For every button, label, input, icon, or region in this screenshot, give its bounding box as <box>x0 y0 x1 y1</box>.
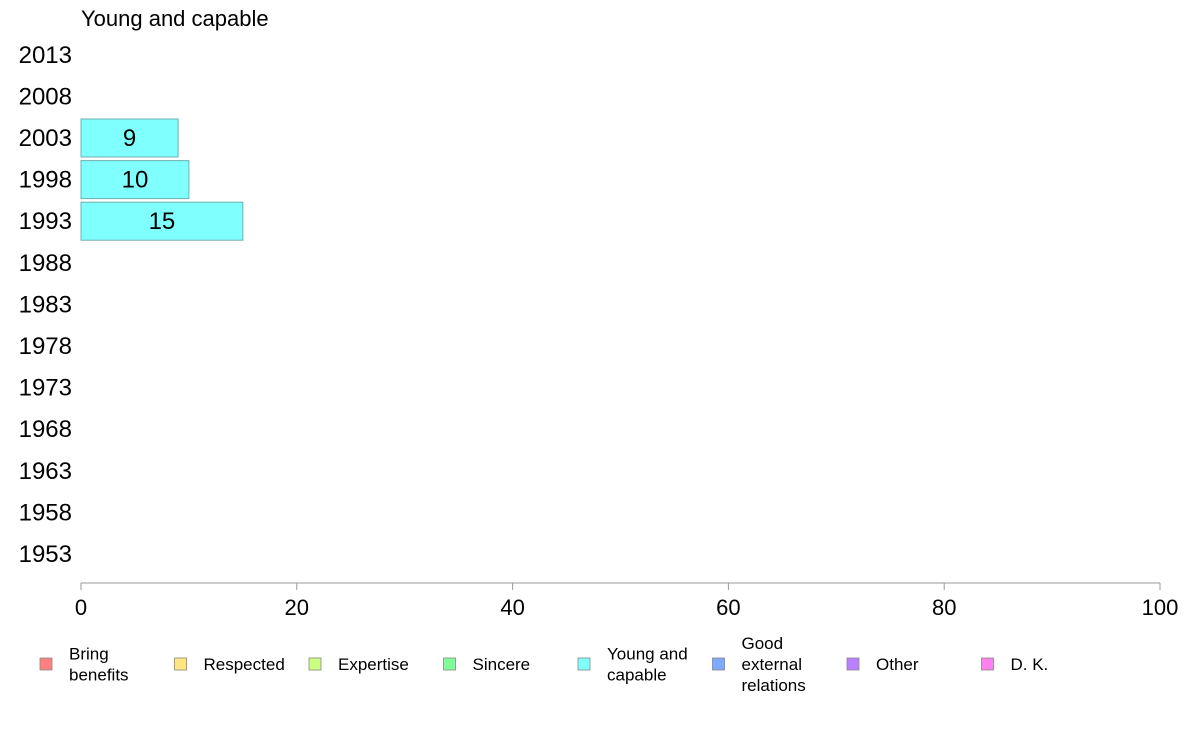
legend-swatch <box>308 657 322 671</box>
legend-item: Sincere <box>443 655 531 674</box>
legend-label: Young and <box>607 645 688 664</box>
x-tick-label: 0 <box>75 595 87 620</box>
legend-label: Bring <box>69 645 109 664</box>
legend-item: Young and capable <box>577 645 688 685</box>
legend-swatch <box>712 657 725 671</box>
legend-label: capable <box>607 666 667 685</box>
x-tick-label: 100 <box>1142 595 1179 620</box>
y-tick-label: 1993 <box>19 208 72 235</box>
legend-swatch <box>846 657 860 671</box>
bar <box>80 160 190 200</box>
legend-item: Respected <box>174 655 285 674</box>
legend-label: Other <box>876 655 919 674</box>
legend-item: Other <box>846 655 919 674</box>
bars <box>80 118 244 241</box>
bar-value-label: 10 <box>122 167 149 194</box>
legend-swatch <box>39 657 53 671</box>
y-tick-label: 1968 <box>19 416 72 443</box>
y-tick-label: 2003 <box>19 125 72 152</box>
legend-item: D. K. <box>981 655 1049 674</box>
y-tick-label: 2013 <box>19 42 72 69</box>
x-axis-ticks: 0 20 40 60 80 100 <box>75 583 1178 620</box>
legend-label: D. K. <box>1011 655 1049 674</box>
legend-label: Good <box>742 634 784 653</box>
bar <box>80 201 244 241</box>
legend-label: benefits <box>69 666 129 685</box>
legend-label: Respected <box>204 655 285 674</box>
y-tick-label: 1998 <box>19 167 72 194</box>
x-tick-label: 80 <box>932 595 956 620</box>
y-tick-label: 1953 <box>19 541 72 568</box>
legend-label: Sincere <box>473 655 531 674</box>
y-tick-label: 1978 <box>19 333 72 360</box>
legend-swatch <box>577 657 591 671</box>
legend-swatch <box>174 657 187 671</box>
legend-swatch <box>981 657 994 671</box>
bar-value-label: 9 <box>123 125 136 152</box>
legend-item: Expertise <box>308 655 409 674</box>
x-tick-label: 20 <box>285 595 309 620</box>
legend-label: external <box>742 655 802 674</box>
y-tick-label: 1983 <box>19 291 72 318</box>
y-tick-label: 1973 <box>19 375 72 402</box>
bar-value-label: 15 <box>149 208 176 235</box>
x-tick-label: 60 <box>716 595 740 620</box>
legend-label: Expertise <box>338 655 409 674</box>
bar <box>80 118 179 158</box>
x-tick-label: 40 <box>500 595 524 620</box>
legend-swatch <box>443 657 456 671</box>
legend-label: relations <box>742 676 806 695</box>
legend-item: Good external relations <box>712 634 806 695</box>
y-axis-tick-labels: 2013 2008 2003 1998 1993 1988 1983 1978 1973 1968… <box>19 42 72 568</box>
y-tick-label: 1988 <box>19 250 72 277</box>
y-tick-label: 1963 <box>19 458 72 485</box>
chart-title: Young and capable <box>81 6 269 31</box>
y-tick-label: 1958 <box>19 499 72 526</box>
y-tick-label: 2008 <box>19 83 72 110</box>
legend-item: Bring benefits <box>39 645 129 685</box>
legend: Bring benefits Respected Expertise Sincere Yo… <box>39 634 1049 695</box>
